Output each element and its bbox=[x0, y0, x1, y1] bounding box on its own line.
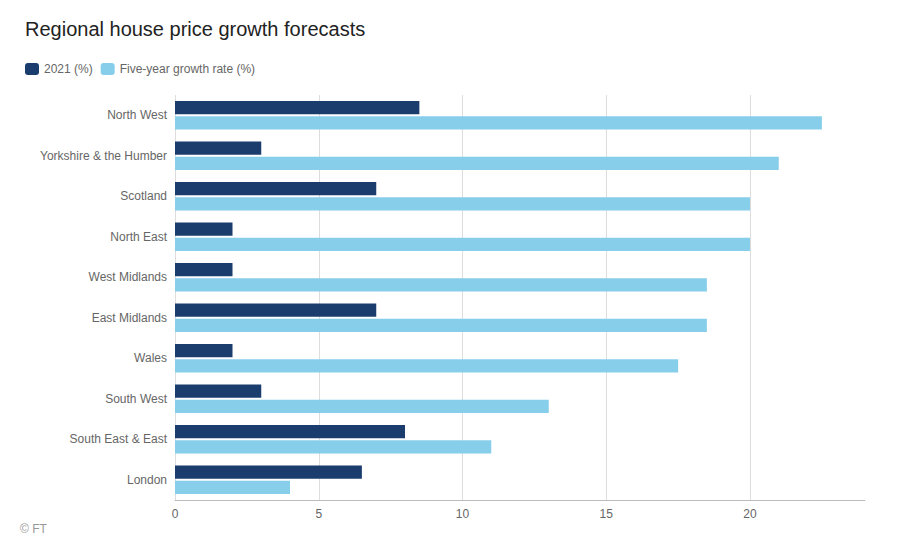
svg-text:© FT: © FT bbox=[20, 522, 48, 536]
svg-text:0: 0 bbox=[172, 507, 179, 521]
svg-text:10: 10 bbox=[456, 507, 470, 521]
svg-text:London: London bbox=[127, 473, 167, 487]
svg-text:Wales: Wales bbox=[134, 351, 167, 365]
svg-text:North West: North West bbox=[107, 108, 167, 122]
svg-text:5: 5 bbox=[315, 507, 322, 521]
svg-text:2021 (%): 2021 (%) bbox=[44, 62, 93, 76]
svg-text:20: 20 bbox=[743, 507, 757, 521]
svg-text:North East: North East bbox=[110, 230, 167, 244]
svg-text:Regional house price growth fo: Regional house price growth forecasts bbox=[25, 18, 365, 40]
svg-text:West Midlands: West Midlands bbox=[89, 270, 167, 284]
svg-text:Yorkshire & the Humber: Yorkshire & the Humber bbox=[40, 149, 167, 163]
svg-text:Five-year growth rate (%): Five-year growth rate (%) bbox=[120, 62, 255, 76]
svg-text:South West: South West bbox=[105, 392, 167, 406]
svg-text:15: 15 bbox=[600, 507, 614, 521]
svg-text:Scotland: Scotland bbox=[120, 189, 167, 203]
svg-text:South East & East: South East & East bbox=[70, 432, 168, 446]
svg-text:East Midlands: East Midlands bbox=[92, 311, 167, 325]
